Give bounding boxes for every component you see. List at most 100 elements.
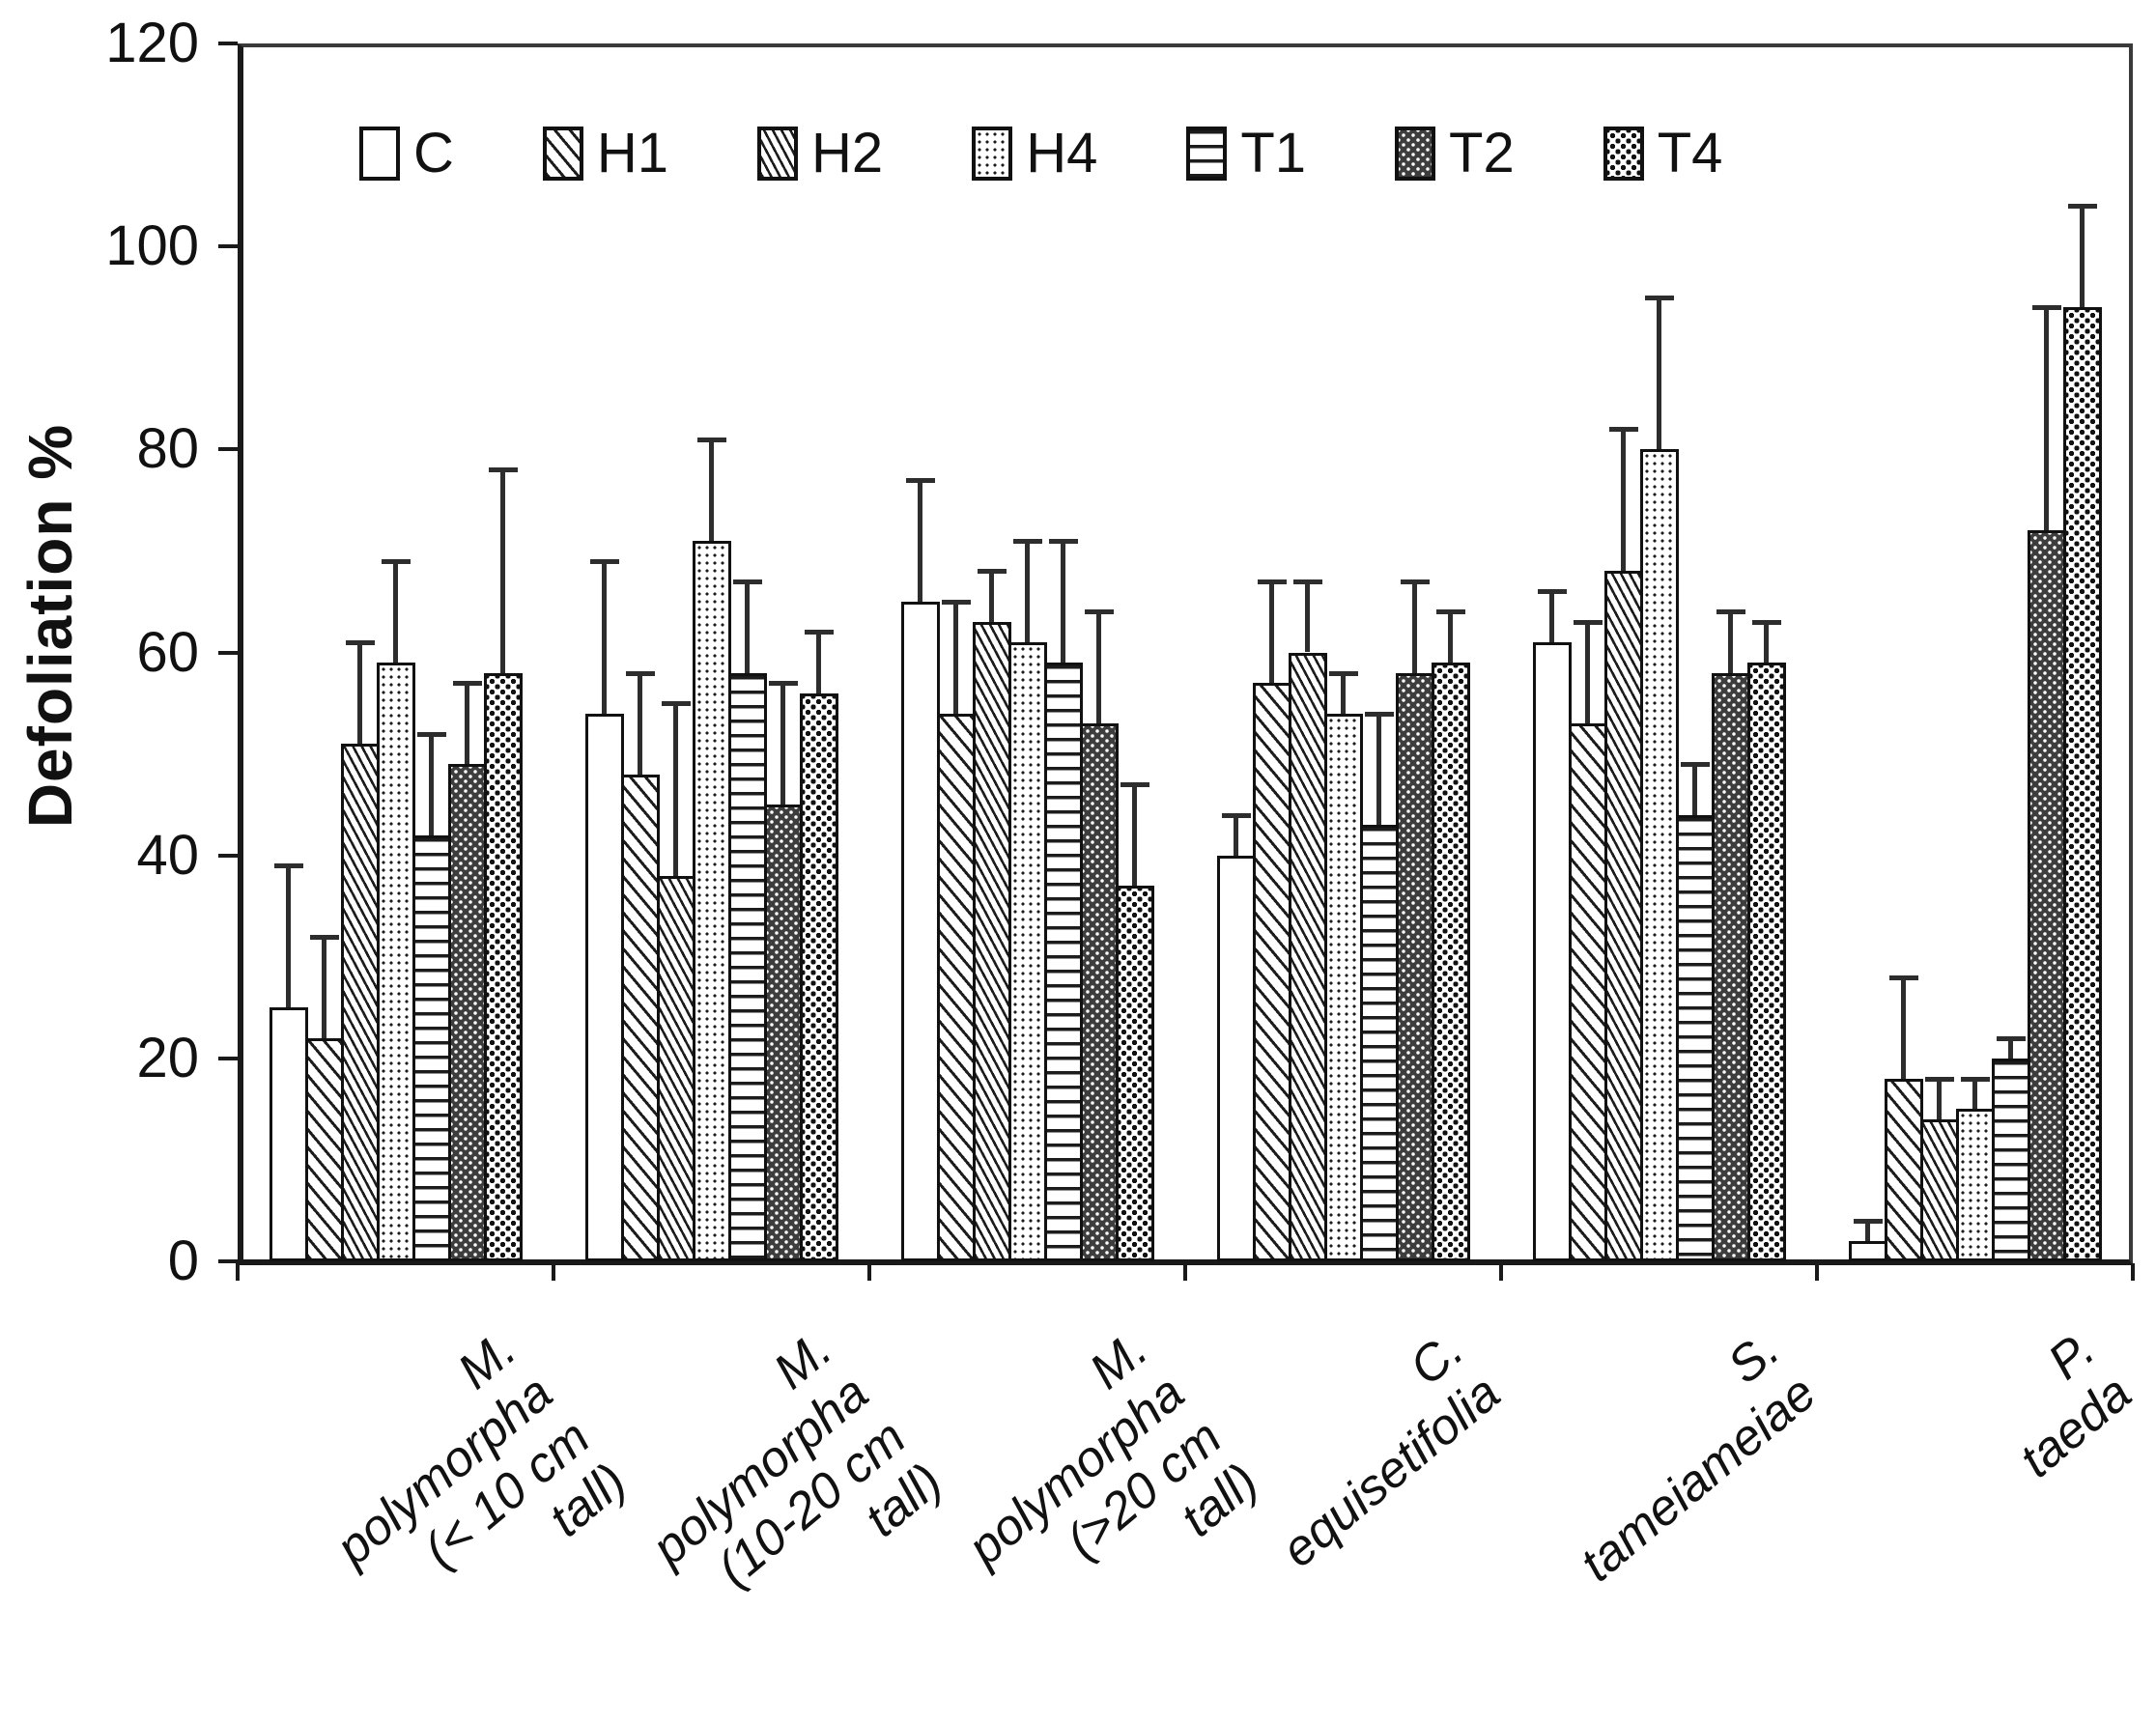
- y-tick-label-40: 40: [136, 823, 199, 887]
- x-category-label-2: M. polymorpha (10-20 cm tall): [641, 1321, 953, 1597]
- bar-T4-group4: [1431, 663, 1470, 1261]
- bar-T2-group2: [763, 805, 803, 1261]
- legend-swatch-H4-icon: [972, 127, 1013, 181]
- legend-swatch-C-icon: [359, 127, 400, 181]
- error-bar-stem-T2-group4: [1412, 580, 1417, 673]
- bar-T2-group6: [2027, 530, 2066, 1261]
- error-bar-stem-H1-group2: [638, 672, 642, 775]
- error-bar-cap-H4-group4: [1328, 670, 1358, 676]
- error-bar-cap-H2-group6: [1924, 1076, 1954, 1082]
- error-bar-cap-T1-group2: [732, 579, 762, 584]
- error-bar-cap-T4-group3: [1120, 782, 1149, 788]
- bar-H4-group6: [1955, 1109, 1995, 1261]
- error-bar-cap-T2-group5: [1716, 609, 1745, 615]
- error-bar-stem-H2-group6: [1937, 1078, 1942, 1119]
- bar-H2-group3: [972, 621, 1011, 1261]
- bar-T4-group1: [483, 672, 523, 1261]
- bar-H4-group4: [1323, 713, 1363, 1261]
- error-bar-stem-T4-group6: [2080, 206, 2085, 308]
- legend-entry-C: C: [359, 126, 454, 182]
- error-bar-cap-C-group6: [1853, 1218, 1883, 1224]
- error-bar-stem-T2-group3: [1096, 611, 1101, 724]
- error-bar-stem-T1-group2: [745, 580, 750, 673]
- bar-C-group2: [584, 713, 624, 1261]
- y-tick-mark-40: [218, 853, 238, 858]
- error-bar-stem-H4-group3: [1025, 540, 1030, 642]
- legend-swatch-T1-icon: [1186, 127, 1228, 181]
- error-bar-cap-H2-group4: [1292, 579, 1322, 584]
- bar-H2-group6: [1919, 1118, 1959, 1261]
- legend-label-T4: T4: [1657, 122, 1723, 184]
- error-bar-cap-T4-group4: [1435, 609, 1465, 615]
- error-bar-stem-H4-group2: [709, 438, 714, 541]
- error-bar-cap-H1-group4: [1257, 579, 1287, 584]
- x-tick-mark-2: [867, 1263, 871, 1281]
- legend-label-T2: T2: [1449, 122, 1515, 184]
- bar-T4-group5: [1746, 663, 1786, 1261]
- y-tick-label-60: 60: [136, 620, 199, 684]
- error-bar-cap-T2-group2: [768, 681, 798, 687]
- legend-label-C: C: [413, 122, 454, 184]
- error-bar-cap-H4-group1: [381, 558, 411, 564]
- error-bar-stem-H4-group4: [1341, 672, 1346, 714]
- bar-T1-group3: [1043, 663, 1083, 1261]
- error-bar-stem-H2-group2: [673, 703, 678, 876]
- error-bar-stem-C-group2: [602, 560, 607, 714]
- legend-swatch-H2-icon: [757, 127, 799, 181]
- error-bar-stem-C-group4: [1234, 814, 1238, 856]
- error-bar-cap-H1-group5: [1573, 619, 1603, 625]
- y-tick-label-120: 120: [105, 12, 199, 74]
- y-tick-mark-100: [218, 244, 238, 249]
- error-bar-cap-H2-group5: [1608, 427, 1638, 433]
- error-bar-cap-T4-group6: [2067, 204, 2097, 210]
- legend-entry-H2: H2: [757, 126, 883, 182]
- y-tick-mark-20: [218, 1056, 238, 1060]
- error-bar-cap-T1-group5: [1680, 762, 1710, 768]
- error-bar-stem-T4-group2: [816, 632, 821, 693]
- error-bar-cap-C-group2: [589, 558, 619, 564]
- x-tick-mark-5: [1815, 1263, 1819, 1281]
- bar-H2-group2: [656, 875, 695, 1261]
- bar-H1-group5: [1568, 723, 1607, 1261]
- error-bar-cap-H1-group2: [625, 670, 655, 676]
- error-bar-cap-H1-group3: [941, 599, 971, 605]
- bar-H4-group1: [376, 663, 415, 1261]
- bar-T4-group3: [1115, 886, 1154, 1261]
- legend: C H1 H2 H4 T1 T2 T4: [359, 126, 1722, 182]
- x-category-label-4: C. equisetifolia: [1271, 1321, 1511, 1579]
- error-bar-cap-H4-group3: [1012, 538, 1042, 544]
- error-bar-stem-T4-group5: [1764, 621, 1769, 663]
- bar-H4-group2: [692, 540, 731, 1261]
- bar-T2-group1: [447, 764, 487, 1261]
- bar-T2-group5: [1711, 672, 1750, 1261]
- error-bar-stem-H2-group3: [989, 571, 994, 622]
- error-bar-stem-C-group5: [1549, 591, 1554, 642]
- error-bar-cap-T2-group6: [2031, 305, 2061, 311]
- error-bar-stem-T4-group4: [1448, 611, 1453, 663]
- bar-C-group5: [1532, 641, 1572, 1261]
- y-tick-label-80: 80: [136, 417, 199, 481]
- x-tick-mark-4: [1499, 1263, 1503, 1281]
- x-category-label-6: P. taeda: [2009, 1321, 2142, 1489]
- error-bar-cap-C-group5: [1537, 589, 1567, 595]
- error-bar-stem-C-group3: [918, 479, 922, 602]
- error-bar-stem-H1-group5: [1585, 621, 1590, 724]
- error-bar-cap-T2-group1: [452, 681, 482, 687]
- error-bar-cap-C-group4: [1221, 812, 1251, 818]
- x-category-label-5: S. tameiameiae: [1570, 1321, 1827, 1594]
- error-bar-cap-H1-group1: [309, 934, 339, 940]
- bar-T4-group6: [2062, 307, 2102, 1261]
- y-tick-mark-60: [218, 650, 238, 655]
- error-bar-cap-C-group3: [905, 477, 935, 483]
- error-bar-cap-H4-group2: [696, 437, 726, 442]
- y-tick-label-100: 100: [105, 214, 199, 278]
- legend-entry-T2: T2: [1395, 126, 1515, 182]
- error-bar-stem-H4-group5: [1657, 297, 1661, 450]
- bar-T2-group3: [1079, 723, 1119, 1261]
- bar-C-group3: [900, 601, 940, 1261]
- legend-label-H2: H2: [811, 122, 884, 184]
- error-bar-stem-T1-group6: [2008, 1037, 2013, 1059]
- error-bar-stem-T2-group1: [465, 683, 469, 765]
- bar-C-group1: [269, 1007, 308, 1261]
